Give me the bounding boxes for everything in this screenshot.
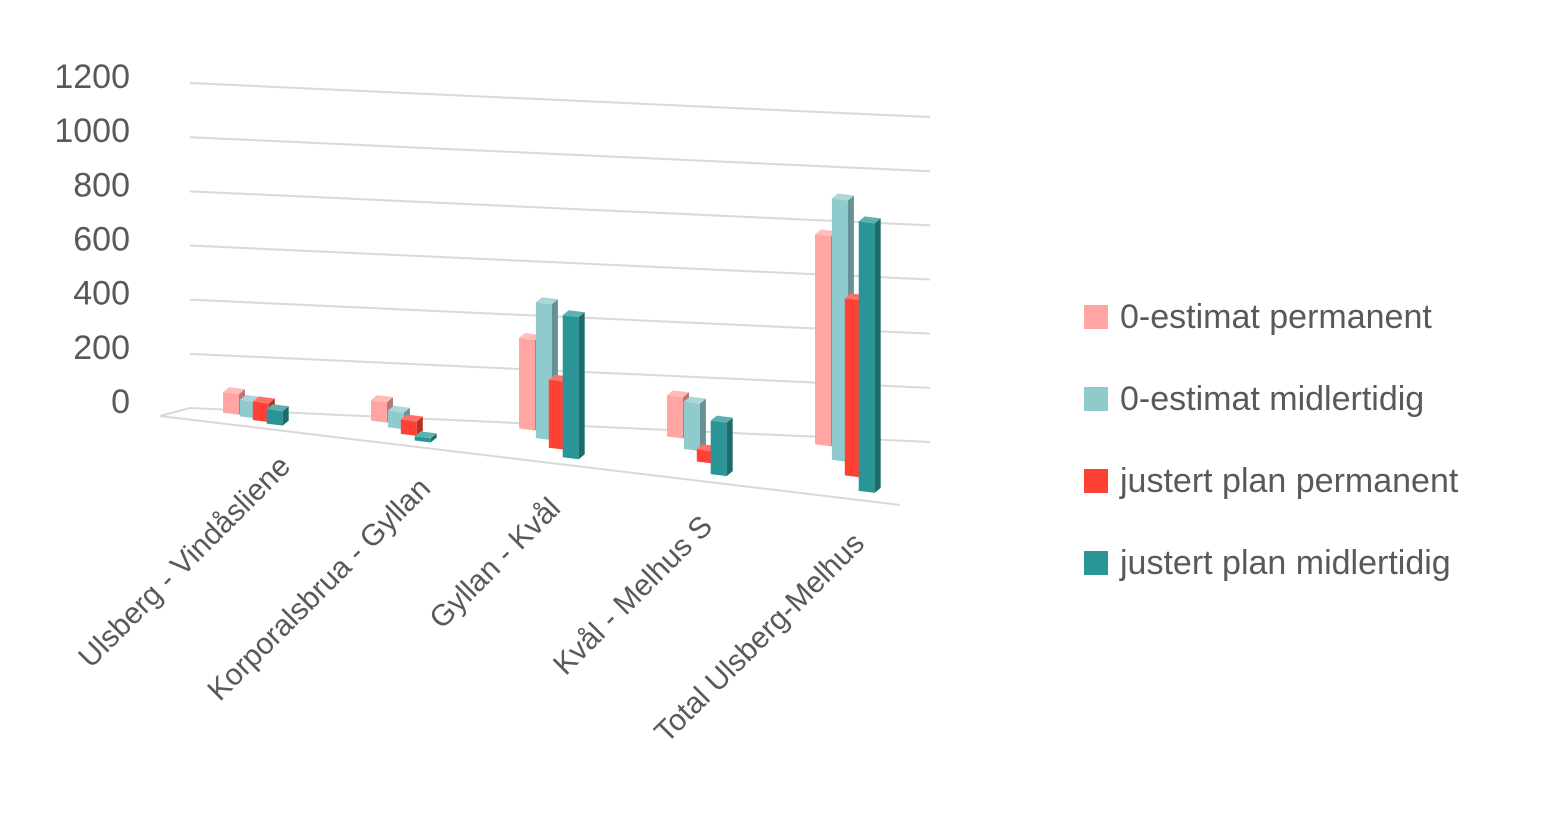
bar-justert-plan-midlertidig-gyllan-kval (562, 310, 585, 460)
floor-side-edge (159, 407, 191, 417)
y-tick-label: 0 (111, 383, 130, 421)
bar-front-face (239, 399, 256, 419)
bar-side-face (430, 433, 437, 443)
legend-label: justert plan midlertidig (1120, 543, 1451, 582)
y-tick-label: 800 (73, 166, 130, 204)
bar-side-face (416, 416, 423, 436)
legend-label: 0-estimat midlertidig (1120, 379, 1425, 418)
bar-front-face (371, 400, 387, 423)
legend-item-justert-plan-midlertidig: justert plan midlertidig (1084, 522, 1458, 604)
legend-label: 0-estimat permanent (1120, 297, 1432, 336)
bar-front-face (223, 392, 239, 415)
bar-justert-plan-midlertidig-korporalsbrua-gyllan (414, 431, 437, 443)
bar-justert-plan-midlertidig-total-ulsberg-melhus (858, 216, 881, 493)
bar-top-face (815, 229, 837, 237)
bar-top-face (535, 297, 558, 305)
gridline (189, 190, 931, 227)
legend-label: justert plan permanent (1120, 461, 1459, 500)
legend-swatch-justert-plan-permanent (1084, 469, 1108, 493)
floor-front-edge (159, 415, 901, 506)
gridline (189, 136, 931, 173)
gridline (189, 244, 931, 281)
bar-top-face (683, 396, 706, 404)
gridline (189, 298, 931, 335)
bar-top-face (266, 404, 289, 412)
bar-front-face (683, 401, 700, 452)
bar-front-face (831, 198, 848, 462)
bar-top-face (387, 405, 410, 413)
x-tick-label-gyllan-kval: Gyllan - Kvål (423, 492, 567, 636)
y-axis-ticks: 0 200 400 600 800 1000 1200 (54, 58, 130, 421)
y-tick-label: 1200 (54, 58, 130, 96)
bar-side-face (578, 312, 585, 460)
bar-front-face (414, 436, 431, 443)
bar-front-face (710, 420, 727, 477)
legend-swatch-justert-plan-midlertidig (1084, 551, 1108, 575)
legend-item-0-estimat-midlertidig: 0-estimat midlertidig (1084, 358, 1458, 440)
gridline (189, 352, 931, 389)
x-tick-label-kval-melhus-s: Kvål - Melhus S (547, 510, 719, 682)
gridline (189, 82, 931, 119)
y-tick-label: 200 (73, 329, 130, 367)
bar-front-face (252, 401, 269, 423)
bar-top-face (710, 415, 733, 423)
y-tick-label: 400 (73, 275, 130, 313)
bar-justert-plan-permanent-korporalsbrua-gyllan (400, 414, 423, 436)
y-tick-label: 600 (73, 221, 130, 259)
gridlines (159, 82, 931, 506)
bar-front-face (667, 395, 683, 439)
bar-front-face (548, 379, 565, 450)
bar-top-face (414, 431, 437, 439)
bar-0-estimat-midlertidig-kval-melhus-s (683, 396, 706, 452)
bars (223, 193, 881, 493)
bar-front-face (519, 337, 535, 431)
legend: 0-estimat permanent 0-estimat midlertidi… (1084, 276, 1458, 604)
bar-top-face (371, 395, 393, 403)
bar-side-face (726, 417, 733, 477)
bar-justert-plan-midlertidig-kval-melhus-s (710, 415, 733, 477)
legend-item-justert-plan-permanent: justert plan permanent (1084, 440, 1458, 522)
bar-top-face (667, 390, 689, 398)
bar-top-face (223, 387, 245, 395)
bar-front-face (400, 419, 417, 436)
legend-item-0-estimat-permanent: 0-estimat permanent (1084, 276, 1458, 358)
legend-swatch-0-estimat-midlertidig (1084, 387, 1108, 411)
bar-front-face (535, 302, 552, 441)
bar-0-estimat-midlertidig-gyllan-kval (535, 297, 558, 441)
bar-front-face (562, 315, 579, 460)
bar-front-face (844, 298, 861, 478)
bar-front-face (696, 449, 713, 464)
bar-front-face (858, 221, 875, 493)
bar-justert-plan-midlertidig-ulsberg-vindasliene (266, 404, 289, 426)
bar-top-face (519, 332, 541, 340)
bar-side-face (699, 398, 706, 452)
bar-side-face (874, 218, 881, 493)
bar-top-face (858, 216, 881, 224)
bar-top-face (562, 310, 585, 318)
bar-front-face (387, 410, 404, 430)
bar-front-face (266, 409, 283, 426)
bar-side-face (282, 406, 289, 426)
bar-top-face (252, 396, 275, 404)
y-tick-label: 1000 (54, 112, 130, 150)
legend-swatch-0-estimat-permanent (1084, 305, 1108, 329)
bar-top-face (400, 414, 423, 422)
bar-front-face (815, 234, 831, 447)
bar-top-face (831, 193, 854, 201)
